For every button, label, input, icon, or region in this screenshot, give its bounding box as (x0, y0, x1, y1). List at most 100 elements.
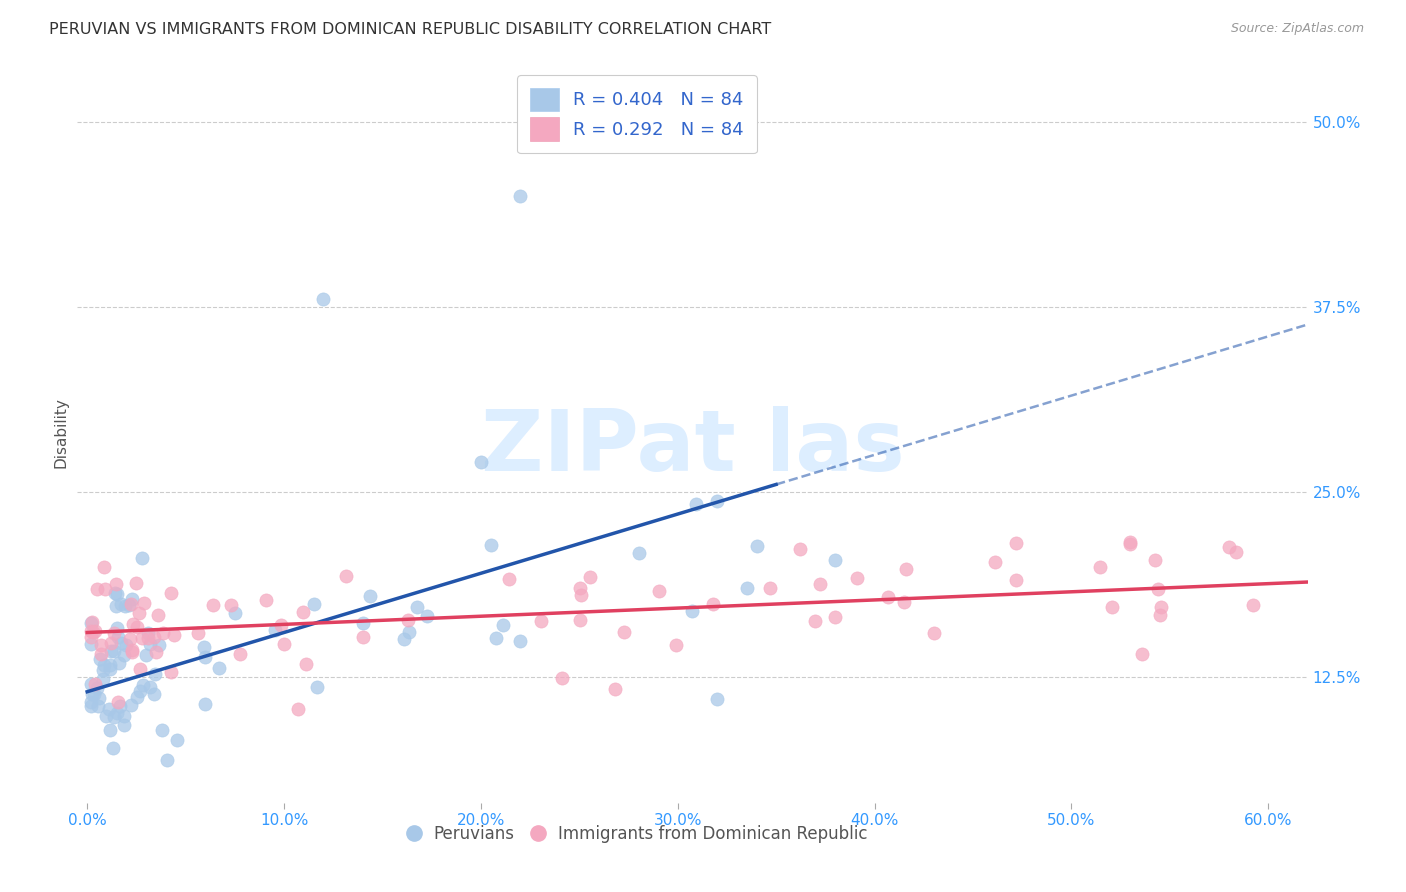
Point (706, 692, 728, 706)
Point (94, 582, 117, 597)
Point (1130, 648, 1153, 662)
Point (145, 667, 167, 681)
Point (86, 582, 108, 596)
Point (1149, 607, 1171, 622)
Point (193, 640, 215, 655)
Point (125, 690, 148, 704)
Point (89, 652, 111, 666)
Point (665, 638, 688, 652)
Point (416, 609, 439, 624)
Y-axis label: Disability: Disability (53, 397, 69, 468)
Point (118, 598, 141, 612)
Point (107, 695, 129, 709)
Point (492, 617, 515, 632)
Point (613, 625, 636, 640)
Point (90, 638, 112, 652)
Point (90, 647, 112, 661)
Point (150, 723, 173, 738)
Point (93, 658, 115, 673)
Point (86, 681, 108, 695)
Point (142, 687, 165, 701)
Point (105, 587, 128, 601)
Point (132, 678, 155, 692)
Point (394, 632, 416, 646)
Point (202, 599, 225, 613)
Point (479, 538, 502, 552)
Point (110, 699, 132, 714)
Point (219, 598, 242, 612)
Point (194, 697, 217, 711)
Point (100, 635, 122, 649)
Point (131, 551, 153, 566)
Point (118, 632, 141, 647)
Point (1088, 560, 1111, 574)
Point (824, 610, 846, 624)
Point (808, 576, 831, 591)
Point (112, 717, 135, 731)
Point (152, 626, 174, 640)
Point (82, 624, 104, 639)
Point (93, 560, 115, 574)
Point (87, 699, 110, 714)
Point (229, 647, 252, 661)
Point (406, 599, 429, 614)
Point (146, 607, 169, 622)
Point (98, 662, 121, 676)
Point (1005, 573, 1028, 587)
Point (685, 497, 707, 511)
Point (352, 630, 374, 644)
Point (120, 698, 142, 713)
Point (312, 293, 335, 307)
Point (747, 539, 769, 553)
Point (166, 732, 188, 747)
Point (983, 555, 1005, 569)
Point (470, 455, 492, 469)
Point (98, 657, 121, 672)
Point (87, 691, 110, 706)
Point (80, 616, 103, 631)
Point (108, 656, 131, 670)
Point (112, 648, 135, 663)
Point (307, 680, 329, 694)
Point (627, 546, 650, 560)
Point (103, 740, 125, 755)
Point (530, 614, 553, 628)
Point (551, 671, 574, 685)
Point (114, 599, 136, 613)
Point (115, 638, 138, 652)
Point (80, 699, 103, 714)
Point (97, 702, 120, 716)
Point (569, 582, 592, 596)
Point (105, 706, 128, 721)
Point (131, 632, 153, 646)
Point (681, 604, 703, 618)
Point (893, 595, 915, 609)
Point (264, 623, 287, 637)
Point (91, 663, 114, 677)
Point (84, 677, 107, 691)
Point (145, 645, 167, 659)
Point (128, 606, 150, 620)
Point (121, 597, 143, 611)
Point (135, 648, 157, 663)
Point (648, 583, 671, 598)
Point (105, 577, 128, 591)
Text: ZIPat las: ZIPat las (481, 406, 904, 489)
Point (603, 682, 626, 697)
Point (83, 687, 105, 701)
Point (1147, 582, 1170, 596)
Point (1218, 541, 1240, 555)
Point (159, 665, 181, 680)
Point (187, 625, 209, 640)
Point (877, 590, 900, 604)
Point (80, 677, 103, 691)
Point (398, 613, 420, 627)
Point (287, 702, 309, 716)
Point (398, 624, 420, 639)
Point (1005, 535, 1028, 549)
Point (224, 606, 246, 620)
Point (846, 571, 869, 585)
Point (352, 616, 374, 631)
Point (1241, 599, 1264, 613)
Point (121, 645, 143, 659)
